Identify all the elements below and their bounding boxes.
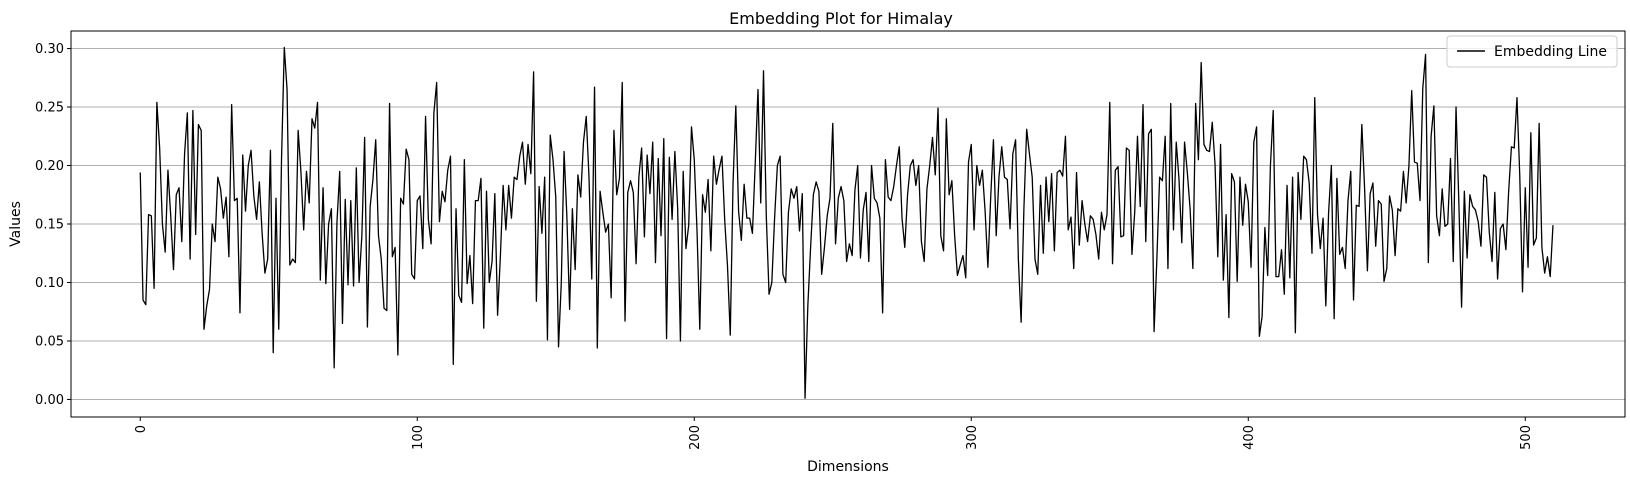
x-tick-label: 200 (688, 425, 703, 450)
x-tick-label: 300 (965, 425, 980, 450)
x-tick-label: 100 (411, 425, 426, 450)
y-tick-label: 0.30 (35, 42, 64, 57)
x-axis-ticks: 0 100 200 300 400 500 (134, 417, 1534, 450)
plot-frame (70, 30, 1626, 418)
x-tick-label: 500 (1519, 425, 1534, 450)
series-layer (139, 46, 1554, 399)
y-tick-label: 0.20 (35, 159, 64, 174)
x-tick-label: 0 (134, 425, 149, 433)
x-axis-label: Dimensions (807, 459, 889, 475)
series-line-embedding (139, 46, 1554, 399)
grid-lines (71, 48, 1625, 400)
y-tick-label: 0.10 (35, 276, 64, 291)
legend-box (1446, 35, 1618, 68)
y-tick-label: 0.00 (35, 393, 64, 408)
y-axis-label: Values (8, 201, 24, 247)
y-axis-ticks: 0.00 0.05 0.10 0.15 0.20 0.25 0.30 (35, 42, 71, 408)
y-tick-label: 0.05 (35, 334, 64, 349)
y-tick-label: 0.15 (35, 218, 64, 233)
y-tick-label: 0.25 (35, 101, 64, 116)
legend-label: Embedding Line (1494, 44, 1607, 60)
chart-title: Embedding Plot for Himalay (729, 9, 953, 28)
legend: Embedding Line (1446, 35, 1618, 68)
x-tick-label: 400 (1242, 425, 1257, 450)
